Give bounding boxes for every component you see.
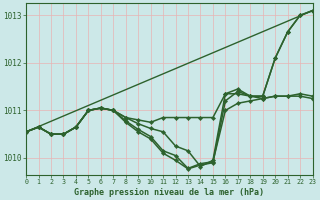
X-axis label: Graphe pression niveau de la mer (hPa): Graphe pression niveau de la mer (hPa) [74,188,264,197]
